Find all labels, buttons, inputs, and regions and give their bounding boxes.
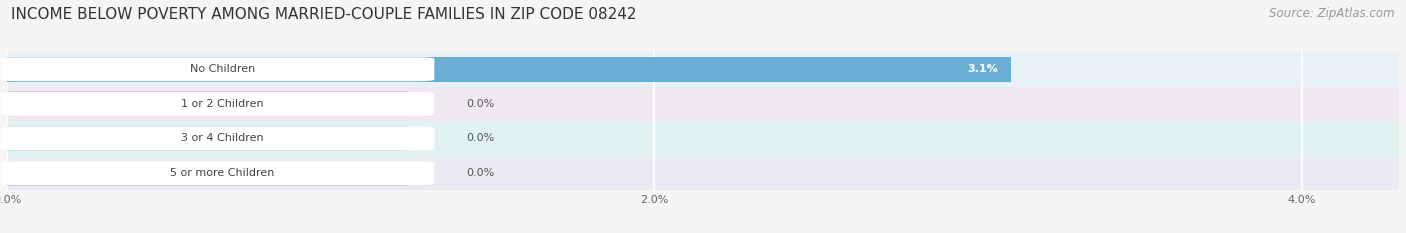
Text: 1 or 2 Children: 1 or 2 Children — [181, 99, 263, 109]
Text: 3.1%: 3.1% — [967, 64, 998, 74]
Text: 0.0%: 0.0% — [467, 168, 495, 178]
Bar — [7, 121, 1399, 156]
Text: 0.0%: 0.0% — [467, 99, 495, 109]
Text: Source: ZipAtlas.com: Source: ZipAtlas.com — [1270, 7, 1395, 20]
Text: INCOME BELOW POVERTY AMONG MARRIED-COUPLE FAMILIES IN ZIP CODE 08242: INCOME BELOW POVERTY AMONG MARRIED-COUPL… — [11, 7, 637, 22]
FancyBboxPatch shape — [0, 161, 434, 185]
FancyBboxPatch shape — [0, 127, 434, 151]
Text: 3 or 4 Children: 3 or 4 Children — [181, 134, 263, 144]
Bar — [7, 126, 406, 151]
Bar — [7, 156, 1399, 190]
Bar — [7, 52, 1399, 86]
Text: No Children: No Children — [190, 64, 254, 74]
Bar — [7, 86, 1399, 121]
Bar — [7, 91, 406, 116]
FancyBboxPatch shape — [0, 57, 434, 81]
Text: 0.0%: 0.0% — [467, 134, 495, 144]
Bar — [7, 57, 1011, 82]
Bar — [7, 161, 406, 185]
FancyBboxPatch shape — [0, 92, 434, 116]
Text: 5 or more Children: 5 or more Children — [170, 168, 274, 178]
